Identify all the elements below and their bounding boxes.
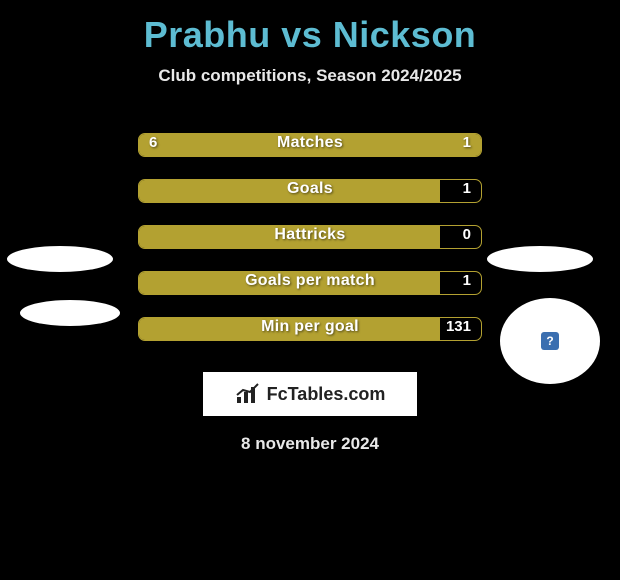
stat-value-right: 1: [463, 134, 471, 151]
stat-value-right: 1: [463, 180, 471, 197]
stat-bar-left-fill: [139, 180, 440, 202]
stat-row: Goals1: [0, 168, 620, 214]
comparison-area: ? Matches61Goals1Hattricks0Goals per mat…: [0, 122, 620, 352]
stat-bar-gap: [440, 226, 481, 248]
stat-row: Matches61: [0, 122, 620, 168]
stat-bar-gap: [440, 272, 481, 294]
stat-bar-track: Goals1: [138, 179, 482, 203]
page-subtitle: Club competitions, Season 2024/2025: [0, 66, 620, 86]
stat-row: Goals per match1: [0, 260, 620, 306]
stat-bar-gap: [440, 180, 481, 202]
stat-bar-left-fill: [139, 226, 440, 248]
stat-bar-left-fill: [139, 272, 440, 294]
footer-date: 8 november 2024: [0, 434, 620, 454]
brand-text: FcTables.com: [267, 384, 386, 405]
brand-chart-icon: [235, 383, 261, 405]
stat-row: Hattricks0: [0, 214, 620, 260]
stat-bar-track: Matches61: [138, 133, 482, 157]
stat-row: Min per goal131: [0, 306, 620, 352]
stat-bar-track: Goals per match1: [138, 271, 482, 295]
stat-bar-left-fill: [139, 318, 440, 340]
stat-value-right: 1: [463, 272, 471, 289]
page-title: Prabhu vs Nickson: [0, 0, 620, 56]
stat-value-right: 0: [463, 226, 471, 243]
stat-value-right: 131: [446, 318, 471, 335]
stat-rows: Matches61Goals1Hattricks0Goals per match…: [0, 122, 620, 352]
stat-bar-left-fill: [139, 134, 402, 156]
stat-bar-track: Hattricks0: [138, 225, 482, 249]
stat-bar-track: Min per goal131: [138, 317, 482, 341]
stat-value-left: 6: [149, 134, 157, 151]
brand-box[interactable]: FcTables.com: [203, 372, 417, 416]
